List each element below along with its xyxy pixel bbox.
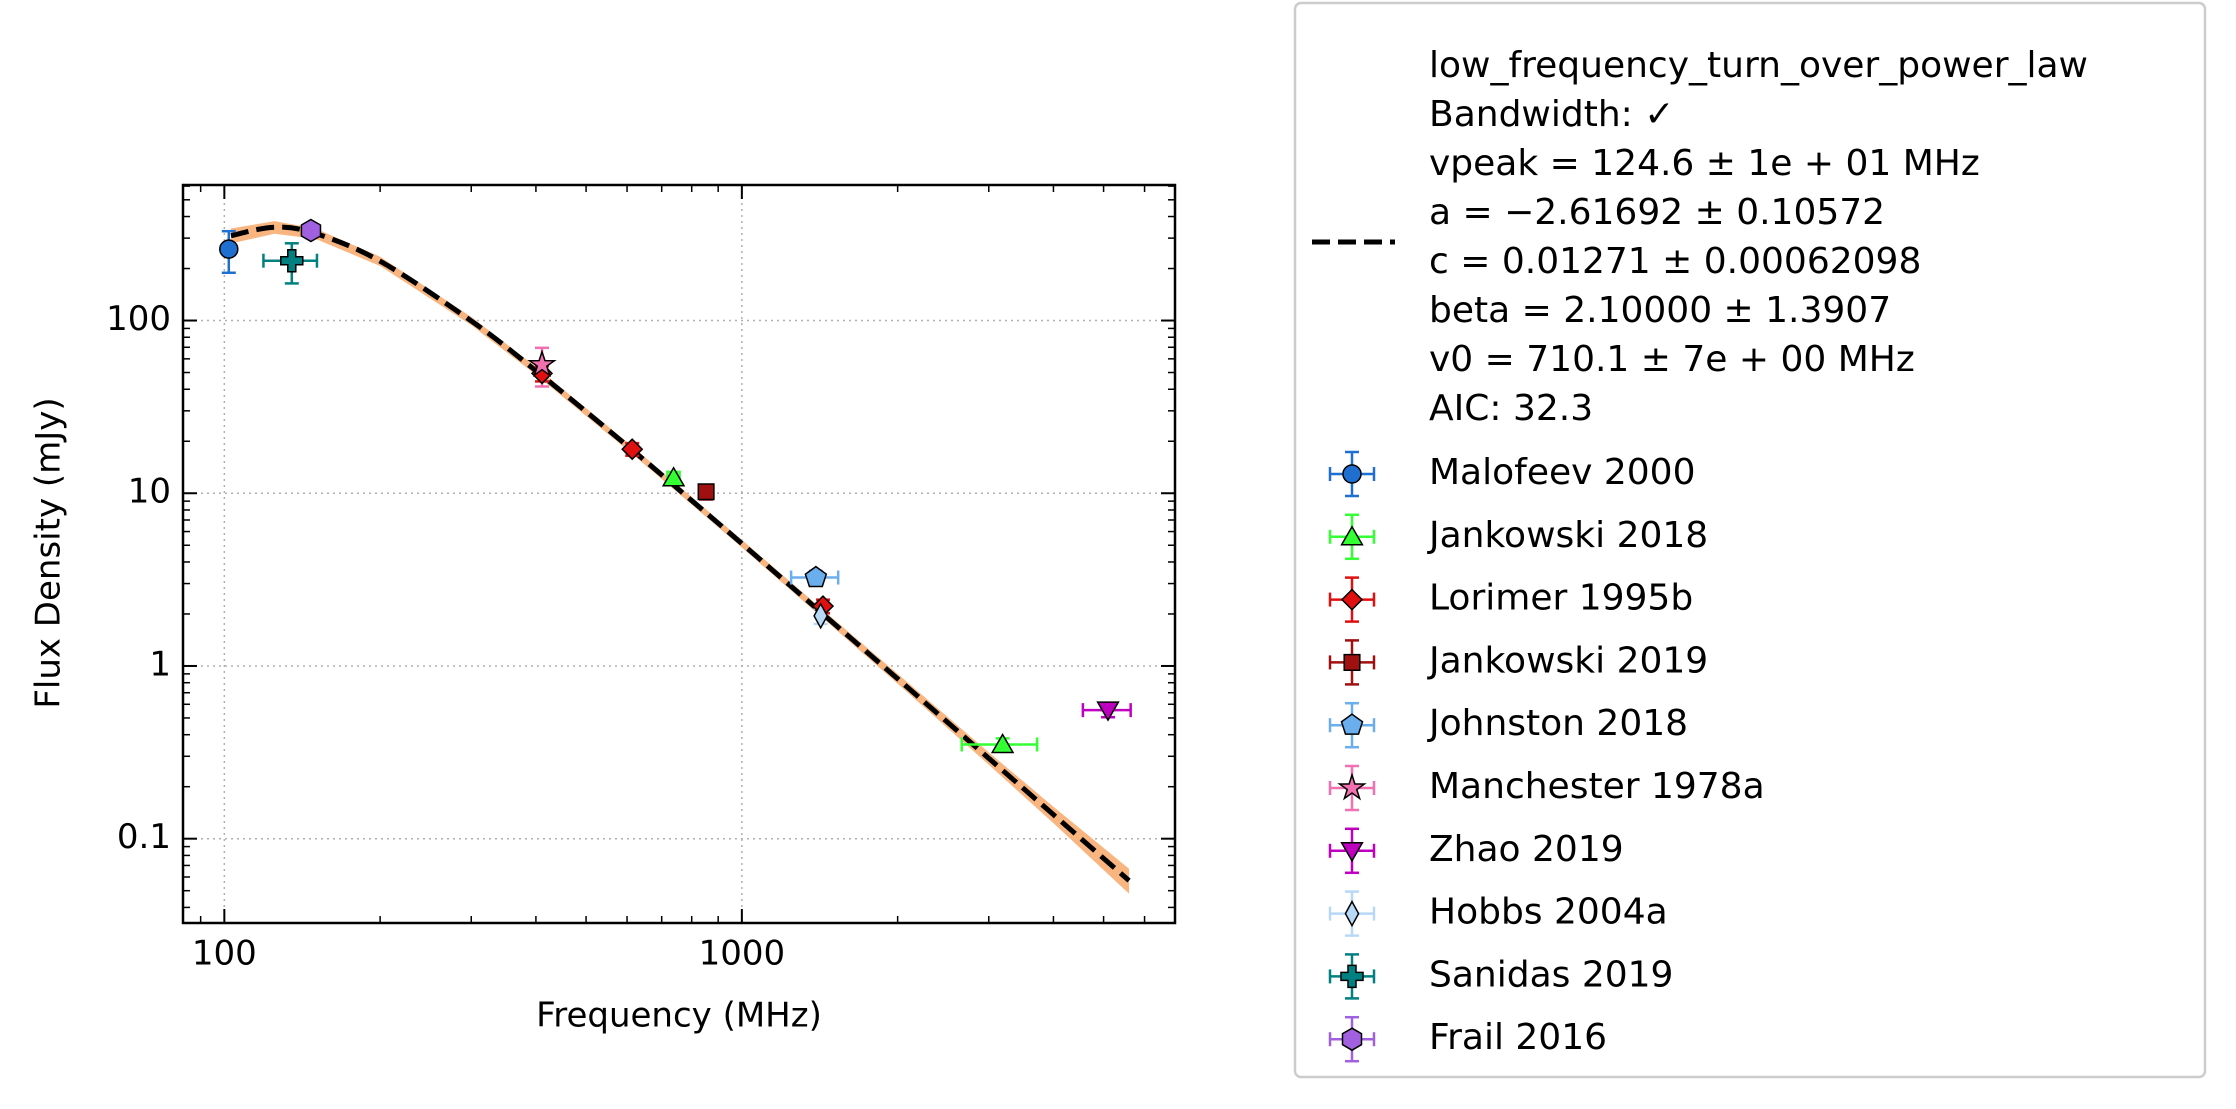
y-tick-label: 100: [106, 299, 171, 339]
marker: [280, 248, 304, 273]
x-tick-label: 1000: [699, 934, 786, 974]
legend-label: Sanidas 2019: [1429, 954, 1673, 995]
marker: [1340, 964, 1364, 989]
legend-item: Johnston 2018: [1328, 701, 1688, 749]
legend-item: Zhao 2019: [1328, 827, 1624, 875]
legend-label: Malofeev 2000: [1429, 452, 1695, 493]
marker: [527, 349, 557, 378]
axes: 100 1000 0.1 1 10 100: [106, 185, 1175, 974]
legend-item: Hobbs 2004a: [1328, 890, 1668, 937]
fit-line: [230, 224, 1131, 883]
legend-label: AIC: 32.3: [1429, 388, 1593, 429]
y-axis-label: Flux Density (mJy): [29, 397, 69, 708]
legend-label: Johnston 2018: [1427, 703, 1688, 744]
marker: [300, 218, 322, 243]
x-tick-label: 100: [192, 934, 257, 974]
plot-frame: [181, 183, 1177, 925]
plot-area: [183, 185, 1175, 923]
marker: [1343, 653, 1361, 671]
legend-box: [1293, 1, 2207, 1079]
marker: [1096, 701, 1120, 722]
y-tick-label: 1: [149, 644, 171, 684]
legend-label: Bandwidth: ✓: [1429, 94, 1674, 135]
marker: [1340, 713, 1364, 735]
legend-label: Frail 2016: [1429, 1017, 1607, 1058]
legend-label: beta = 2.10000 ± 1.3907: [1429, 290, 1891, 331]
legend-item: Sanidas 2019: [1328, 953, 1673, 1000]
marker: [990, 733, 1015, 754]
legend-label: low_frequency_turn_over_power_law: [1429, 45, 2088, 86]
marker: [1340, 842, 1364, 863]
y-tick-label: 10: [128, 472, 171, 512]
marker: [219, 239, 239, 259]
legend-item: Jankowski 2019: [1328, 639, 1708, 686]
marker: [1337, 772, 1367, 801]
y-tick-label: 0.1: [117, 817, 171, 857]
marker: [621, 438, 644, 461]
legend-label: v0 = 710.1 ± 7e + 00 MHz: [1429, 339, 1915, 380]
legend-label: Hobbs 2004a: [1429, 892, 1668, 933]
legend-item: Frail 2016: [1328, 1015, 1607, 1063]
marker: [1342, 464, 1362, 484]
marker: [1340, 525, 1364, 546]
legend-label: Jankowski 2018: [1427, 515, 1708, 556]
legend-item: Jankowski 2018: [1328, 513, 1708, 561]
marker: [697, 483, 715, 501]
x-axis-label: Frequency (MHz): [536, 996, 822, 1036]
legend-label: Jankowski 2019: [1427, 640, 1708, 681]
marker: [1341, 1027, 1363, 1052]
legend-item: Malofeev 2000: [1328, 450, 1695, 498]
legend-label: Manchester 1978a: [1429, 766, 1765, 807]
legend-item: Lorimer 1995b: [1328, 576, 1693, 623]
legend-item: Manchester 1978a: [1328, 764, 1765, 812]
legend-label: Lorimer 1995b: [1429, 578, 1693, 619]
legend-label: vpeak = 124.6 ± 1e + 01 MHz: [1429, 143, 1980, 184]
marker: [661, 466, 686, 487]
plot-content: [219, 218, 1132, 894]
marker: [1344, 900, 1360, 928]
marker: [813, 602, 829, 630]
marker: [804, 565, 828, 588]
legend-label: c = 0.01271 ± 0.00062098: [1429, 241, 1921, 282]
marker: [1340, 588, 1364, 611]
legend: low_frequency_turn_over_power_law Bandwid…: [1312, 45, 2088, 1063]
legend-label: Zhao 2019: [1429, 829, 1624, 870]
legend-label: a = −2.61692 ± 0.10572: [1429, 192, 1885, 233]
